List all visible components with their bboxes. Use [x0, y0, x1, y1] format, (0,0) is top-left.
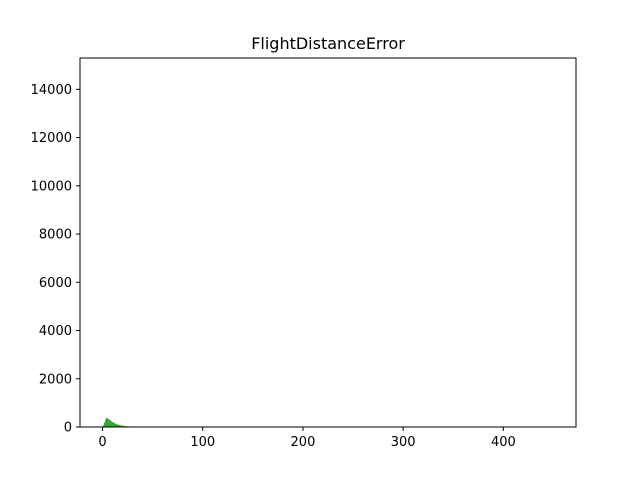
chart-title: FlightDistanceError — [251, 34, 405, 53]
histogram-bar-10 — [113, 422, 115, 427]
plot-frame — [79, 57, 577, 428]
x-tick-label-2: 200 — [291, 435, 316, 450]
histogram-bar-19 — [122, 425, 124, 427]
y-tick-label-4: 8000 — [39, 228, 72, 243]
x-tick-label-3: 300 — [391, 435, 416, 450]
y-tick-label-3: 6000 — [39, 276, 72, 291]
x-tick-label-0: 0 — [98, 435, 106, 450]
x-tick-label-1: 100 — [190, 435, 215, 450]
histogram-bar-17 — [120, 425, 122, 427]
histogram-bar-18 — [121, 425, 123, 427]
histogram-bar-3 — [106, 417, 108, 427]
histogram-bar-15 — [118, 424, 120, 427]
y-axis-ticks: 0 2000 4000 6000 8000 10000 12000 14000 — [31, 83, 80, 436]
histogram-bar-7 — [110, 420, 112, 427]
y-tick-label-7: 14000 — [31, 83, 72, 98]
bars-group — [103, 417, 148, 427]
histogram-bar-5 — [108, 419, 110, 427]
histogram-bar-6 — [109, 419, 111, 427]
histogram-bar-8 — [111, 421, 113, 427]
histogram-bar-2 — [105, 419, 107, 427]
histogram-bar-21 — [124, 425, 126, 427]
x-axis-ticks: 0 100 200 300 400 — [98, 427, 516, 450]
histogram-bar-12 — [115, 423, 117, 427]
histogram-bar-20 — [123, 425, 125, 427]
y-tick-label-5: 10000 — [31, 179, 72, 194]
histogram-bar-14 — [117, 424, 119, 427]
histogram-bar-4 — [107, 418, 109, 427]
x-tick-label-4: 400 — [491, 435, 516, 450]
y-tick-label-2: 4000 — [39, 324, 72, 339]
histogram-bar-9 — [112, 421, 114, 427]
histogram-bar-11 — [114, 423, 116, 427]
histogram-bar-16 — [119, 425, 121, 427]
histogram-bar-0 — [103, 425, 105, 427]
y-tick-label-0: 0 — [64, 421, 72, 436]
histogram-bar-13 — [116, 424, 118, 427]
y-tick-label-1: 2000 — [39, 372, 72, 387]
histogram-bar-1 — [104, 422, 106, 427]
y-tick-label-6: 12000 — [31, 131, 72, 146]
